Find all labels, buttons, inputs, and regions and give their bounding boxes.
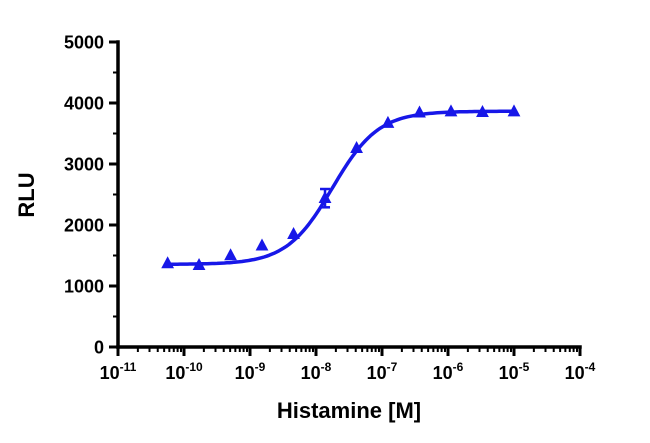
data-point-marker	[287, 226, 300, 239]
x-tick-label: 10-7	[367, 360, 398, 383]
data-point-marker	[192, 258, 206, 271]
x-tick-label: 10-10	[165, 360, 203, 383]
chart-layers: 0 1000 2000 3000 4000 5000 10-11 10-10 10-9 10-8 1…	[64, 33, 596, 384]
data-point-marker	[444, 104, 458, 117]
ticks	[109, 40, 582, 356]
x-tick-label: 10-5	[499, 360, 530, 383]
axes	[116, 40, 582, 349]
data-point-marker	[255, 238, 269, 251]
data-point-marker	[161, 256, 175, 269]
y-axis-title: RLU	[14, 172, 39, 217]
y-tick-label: 0	[94, 338, 104, 358]
fit-curve	[165, 109, 516, 266]
data-point-marker	[350, 140, 363, 153]
x-tick-label: 10-8	[301, 360, 332, 383]
y-tick-label: 2000	[64, 216, 104, 236]
y-tick-label: 3000	[64, 155, 104, 175]
y-tick-label: 1000	[64, 277, 104, 297]
x-tick-label: 10-9	[235, 360, 266, 383]
data-point-marker	[507, 104, 521, 117]
x-tick-label: 10-6	[433, 360, 464, 383]
data-points	[161, 104, 521, 271]
y-tick-label: 5000	[64, 33, 104, 53]
data-point-marker	[413, 105, 426, 118]
tick-labels: 0 1000 2000 3000 4000 5000 10-11 10-10 10-9 10-8 1…	[64, 33, 596, 384]
x-tick-label: 10-4	[565, 360, 596, 383]
data-point-marker	[224, 248, 237, 261]
x-axis-title: Histamine [M]	[277, 398, 421, 423]
data-point-marker	[476, 104, 489, 117]
data-point-marker	[318, 190, 332, 203]
data-point-marker	[381, 115, 395, 128]
y-tick-label: 4000	[64, 94, 104, 114]
x-tick-label: 10-11	[100, 360, 137, 383]
